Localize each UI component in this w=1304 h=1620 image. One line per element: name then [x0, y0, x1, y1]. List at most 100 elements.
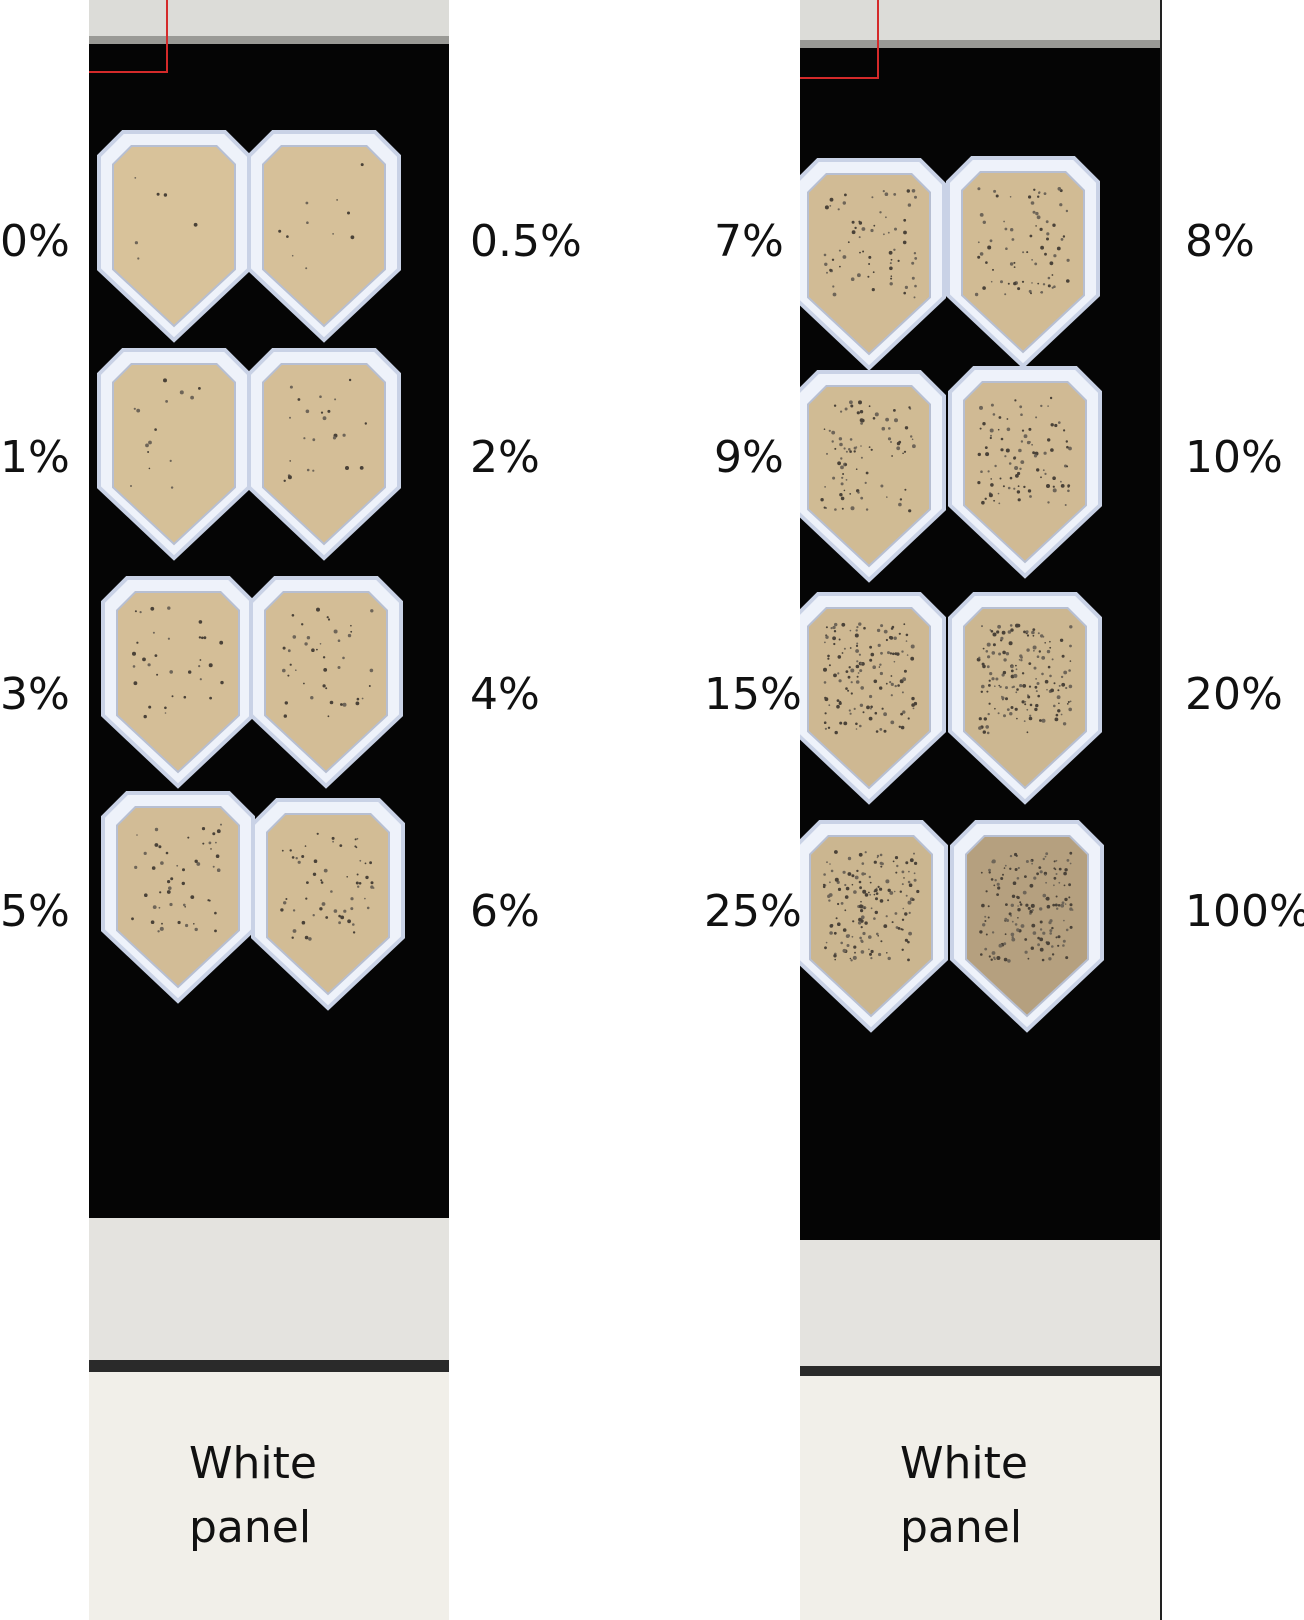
grain-speck	[289, 663, 292, 666]
grain-speck	[849, 438, 853, 441]
grain-speck	[1065, 209, 1069, 213]
grain-speck	[322, 656, 326, 659]
grain-speck	[982, 647, 985, 650]
grain-speck	[201, 827, 206, 831]
grain-speck	[993, 884, 996, 887]
grain-speck	[871, 196, 874, 199]
grain-speck	[902, 677, 907, 682]
grain-speck	[880, 940, 883, 943]
grain-speck	[905, 633, 909, 637]
grain-speck	[304, 642, 308, 646]
grain-speck	[1023, 434, 1028, 439]
grain-speck	[1033, 649, 1035, 652]
grain-speck	[1000, 280, 1003, 284]
grain-speck	[833, 642, 836, 646]
board-edge	[1160, 0, 1162, 1620]
grain-speck	[831, 440, 834, 443]
grain-speck	[1057, 709, 1061, 713]
grain-speck	[1047, 438, 1051, 442]
grain-speck	[981, 684, 985, 689]
grain-speck	[1025, 903, 1029, 907]
grain-speck	[862, 711, 865, 714]
grain-speck	[1002, 670, 1007, 675]
grain-speck	[913, 852, 915, 855]
grain-speck	[1053, 867, 1056, 870]
grain-speck	[1013, 673, 1018, 678]
grain-speck	[993, 499, 995, 502]
grain-speck	[1064, 897, 1068, 902]
grain-speck	[323, 668, 328, 672]
grain-speck	[851, 220, 855, 224]
grain-speck	[845, 886, 850, 891]
grain-speck	[861, 872, 865, 876]
grain-speck	[988, 868, 991, 872]
grain-speck	[1030, 946, 1034, 950]
grain-speck	[835, 917, 838, 920]
grain-speck	[912, 898, 915, 901]
grain-speck	[914, 257, 918, 260]
grain-speck	[143, 851, 147, 856]
grain-speck	[887, 888, 891, 892]
right-board-graphic	[800, 0, 1162, 1620]
grain-speck	[1029, 883, 1034, 888]
grain-speck	[839, 721, 843, 725]
grain-speck	[843, 647, 846, 650]
grain-speck	[862, 931, 866, 936]
grain-speck	[1061, 682, 1066, 687]
grain-speck	[834, 508, 837, 511]
grain-speck	[840, 902, 844, 905]
grain-speck	[833, 404, 837, 407]
grain-speck	[834, 877, 839, 882]
grain-speck	[1033, 454, 1038, 458]
grain-speck	[1041, 718, 1046, 723]
grain-speck	[1013, 487, 1016, 490]
grain-speck	[844, 463, 848, 466]
grain-speck	[853, 945, 857, 949]
grain-speck	[868, 263, 871, 265]
grain-speck	[832, 292, 837, 297]
grain-speck	[993, 958, 996, 961]
grain-speck	[882, 190, 885, 193]
grain-speck	[997, 428, 1000, 431]
grain-speck	[1013, 261, 1016, 264]
grain-speck	[885, 638, 888, 642]
grain-speck	[881, 707, 884, 710]
grain-speck	[350, 907, 354, 911]
grain-speck	[872, 665, 876, 669]
grain-speck	[333, 629, 338, 634]
grain-speck	[347, 211, 350, 215]
sample-tray	[800, 370, 946, 583]
grain-speck	[370, 885, 374, 889]
grain-speck	[305, 897, 308, 900]
grain-speck	[890, 627, 894, 630]
grain-speck	[824, 712, 827, 715]
grain-speck	[198, 636, 202, 639]
grain-speck	[864, 906, 867, 909]
sand-sample	[116, 806, 240, 989]
grain-speck	[823, 506, 826, 509]
grain-speck	[1004, 933, 1007, 936]
grain-speck	[207, 899, 210, 902]
grain-speck	[841, 652, 844, 654]
grain-speck	[829, 881, 831, 884]
grain-speck	[838, 249, 841, 252]
grain-speck	[849, 493, 852, 495]
grain-speck	[1031, 630, 1035, 635]
grain-speck	[992, 632, 997, 637]
grain-speck	[198, 620, 203, 624]
grain-speck	[823, 681, 827, 684]
grain-speck	[875, 897, 878, 901]
grain-speck	[142, 657, 146, 662]
grain-speck	[134, 241, 138, 245]
grain-speck	[986, 731, 990, 735]
grain-speck	[914, 861, 918, 866]
grain-speck	[999, 477, 1002, 480]
grain-speck	[885, 216, 887, 219]
sample-label: 3%	[0, 669, 70, 720]
grain-speck	[901, 918, 905, 921]
grain-speck	[1057, 187, 1062, 191]
grain-speck	[856, 675, 859, 678]
grain-speck	[1014, 707, 1018, 711]
grain-speck	[914, 195, 917, 199]
grain-speck	[1063, 429, 1066, 432]
